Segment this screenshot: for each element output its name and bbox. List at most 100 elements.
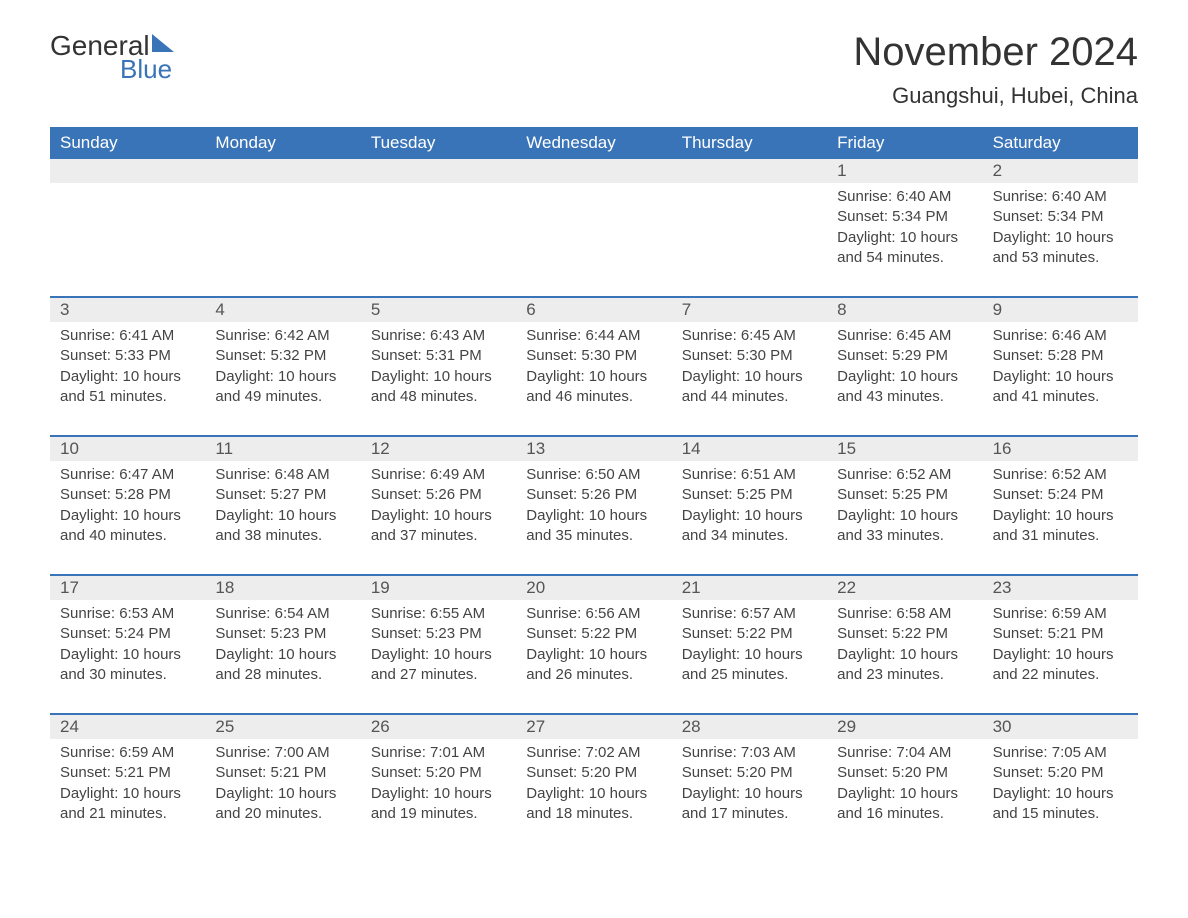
day-sunset: Sunset: 5:29 PM: [837, 346, 972, 366]
day-number: 5: [361, 298, 516, 322]
day-sunset: Sunset: 5:21 PM: [993, 624, 1128, 644]
calendar-cell: 24Sunrise: 6:59 AMSunset: 5:21 PMDayligh…: [50, 715, 205, 834]
day-dl2: and 27 minutes.: [371, 665, 506, 685]
day-dl1: Daylight: 10 hours: [215, 367, 350, 387]
day-number: 13: [516, 437, 671, 461]
calendar-cell: 25Sunrise: 7:00 AMSunset: 5:21 PMDayligh…: [205, 715, 360, 834]
day-dl2: and 38 minutes.: [215, 526, 350, 546]
day-dl1: Daylight: 10 hours: [682, 784, 817, 804]
day-number: 3: [50, 298, 205, 322]
calendar-cell: 17Sunrise: 6:53 AMSunset: 5:24 PMDayligh…: [50, 576, 205, 695]
day-number: [50, 159, 205, 183]
day-sunset: Sunset: 5:31 PM: [371, 346, 506, 366]
day-number: 29: [827, 715, 982, 739]
day-dl1: Daylight: 10 hours: [60, 367, 195, 387]
calendar-cell: 26Sunrise: 7:01 AMSunset: 5:20 PMDayligh…: [361, 715, 516, 834]
day-details: Sunrise: 6:45 AMSunset: 5:30 PMDaylight:…: [672, 322, 827, 407]
day-details: Sunrise: 6:50 AMSunset: 5:26 PMDaylight:…: [516, 461, 671, 546]
day-dl1: Daylight: 10 hours: [60, 506, 195, 526]
day-dl2: and 18 minutes.: [526, 804, 661, 824]
calendar-cell: 7Sunrise: 6:45 AMSunset: 5:30 PMDaylight…: [672, 298, 827, 417]
day-sunset: Sunset: 5:22 PM: [837, 624, 972, 644]
calendar: Sunday Monday Tuesday Wednesday Thursday…: [50, 127, 1138, 834]
day-dl1: Daylight: 10 hours: [993, 645, 1128, 665]
day-sunset: Sunset: 5:25 PM: [837, 485, 972, 505]
day-sunset: Sunset: 5:27 PM: [215, 485, 350, 505]
day-number: [516, 159, 671, 183]
calendar-cell: 15Sunrise: 6:52 AMSunset: 5:25 PMDayligh…: [827, 437, 982, 556]
day-sunset: Sunset: 5:32 PM: [215, 346, 350, 366]
calendar-cell: 28Sunrise: 7:03 AMSunset: 5:20 PMDayligh…: [672, 715, 827, 834]
day-dl1: Daylight: 10 hours: [526, 645, 661, 665]
day-sunset: Sunset: 5:25 PM: [682, 485, 817, 505]
calendar-cell: 13Sunrise: 6:50 AMSunset: 5:26 PMDayligh…: [516, 437, 671, 556]
calendar-cell: 16Sunrise: 6:52 AMSunset: 5:24 PMDayligh…: [983, 437, 1138, 556]
day-dl2: and 33 minutes.: [837, 526, 972, 546]
day-sunrise: Sunrise: 7:05 AM: [993, 743, 1128, 763]
day-number: 8: [827, 298, 982, 322]
day-dl1: Daylight: 10 hours: [526, 784, 661, 804]
day-details: Sunrise: 7:01 AMSunset: 5:20 PMDaylight:…: [361, 739, 516, 824]
day-number: 1: [827, 159, 982, 183]
day-header-wed: Wednesday: [516, 127, 671, 159]
day-number: 11: [205, 437, 360, 461]
day-sunset: Sunset: 5:20 PM: [837, 763, 972, 783]
day-details: Sunrise: 6:59 AMSunset: 5:21 PMDaylight:…: [50, 739, 205, 824]
day-dl2: and 15 minutes.: [993, 804, 1128, 824]
day-number: 6: [516, 298, 671, 322]
day-sunrise: Sunrise: 6:41 AM: [60, 326, 195, 346]
calendar-cell: 10Sunrise: 6:47 AMSunset: 5:28 PMDayligh…: [50, 437, 205, 556]
day-number: 28: [672, 715, 827, 739]
day-number: [205, 159, 360, 183]
day-number: 7: [672, 298, 827, 322]
day-dl1: Daylight: 10 hours: [837, 367, 972, 387]
day-dl2: and 25 minutes.: [682, 665, 817, 685]
day-number: 17: [50, 576, 205, 600]
day-dl2: and 44 minutes.: [682, 387, 817, 407]
day-details: Sunrise: 6:54 AMSunset: 5:23 PMDaylight:…: [205, 600, 360, 685]
day-dl2: and 35 minutes.: [526, 526, 661, 546]
day-sunrise: Sunrise: 7:02 AM: [526, 743, 661, 763]
calendar-cell: 23Sunrise: 6:59 AMSunset: 5:21 PMDayligh…: [983, 576, 1138, 695]
day-dl1: Daylight: 10 hours: [371, 506, 506, 526]
day-sunrise: Sunrise: 6:45 AM: [837, 326, 972, 346]
day-sunrise: Sunrise: 6:57 AM: [682, 604, 817, 624]
day-dl1: Daylight: 10 hours: [993, 228, 1128, 248]
day-sunset: Sunset: 5:20 PM: [526, 763, 661, 783]
calendar-cell: 21Sunrise: 6:57 AMSunset: 5:22 PMDayligh…: [672, 576, 827, 695]
day-sunset: Sunset: 5:26 PM: [526, 485, 661, 505]
calendar-cell: 8 Sunrise: 6:45 AMSunset: 5:29 PMDaylight…: [827, 298, 982, 417]
day-sunset: Sunset: 5:28 PM: [60, 485, 195, 505]
day-number: 30: [983, 715, 1138, 739]
day-dl2: and 16 minutes.: [837, 804, 972, 824]
day-sunrise: Sunrise: 7:04 AM: [837, 743, 972, 763]
day-sunrise: Sunrise: 7:03 AM: [682, 743, 817, 763]
calendar-cell: 30Sunrise: 7:05 AMSunset: 5:20 PMDayligh…: [983, 715, 1138, 834]
day-number: 24: [50, 715, 205, 739]
calendar-cell: 6Sunrise: 6:44 AMSunset: 5:30 PMDaylight…: [516, 298, 671, 417]
day-dl1: Daylight: 10 hours: [526, 367, 661, 387]
day-number: 16: [983, 437, 1138, 461]
day-header-thu: Thursday: [672, 127, 827, 159]
calendar-cell: 20Sunrise: 6:56 AMSunset: 5:22 PMDayligh…: [516, 576, 671, 695]
day-dl1: Daylight: 10 hours: [993, 506, 1128, 526]
day-details: Sunrise: 6:48 AMSunset: 5:27 PMDaylight:…: [205, 461, 360, 546]
day-details: Sunrise: 6:43 AMSunset: 5:31 PMDaylight:…: [361, 322, 516, 407]
day-sunset: Sunset: 5:24 PM: [60, 624, 195, 644]
day-number: 22: [827, 576, 982, 600]
day-dl2: and 49 minutes.: [215, 387, 350, 407]
day-dl2: and 48 minutes.: [371, 387, 506, 407]
day-sunset: Sunset: 5:20 PM: [993, 763, 1128, 783]
day-number: [361, 159, 516, 183]
day-header-fri: Friday: [827, 127, 982, 159]
logo: General Blue: [50, 30, 174, 85]
calendar-cell: 11Sunrise: 6:48 AMSunset: 5:27 PMDayligh…: [205, 437, 360, 556]
calendar-cell: [361, 159, 516, 278]
day-sunrise: Sunrise: 6:50 AM: [526, 465, 661, 485]
day-details: Sunrise: 6:41 AMSunset: 5:33 PMDaylight:…: [50, 322, 205, 407]
logo-text-blue: Blue: [120, 54, 174, 85]
day-dl2: and 51 minutes.: [60, 387, 195, 407]
calendar-cell: 22Sunrise: 6:58 AMSunset: 5:22 PMDayligh…: [827, 576, 982, 695]
calendar-cell: [205, 159, 360, 278]
calendar-cell: [516, 159, 671, 278]
